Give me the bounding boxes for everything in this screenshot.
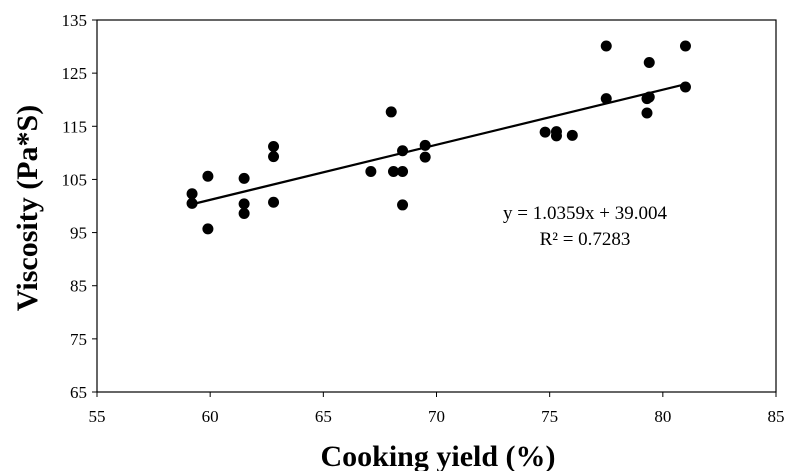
- y-tick-label: 65: [70, 383, 87, 402]
- data-point: [397, 145, 409, 157]
- plot-border: [96, 19, 777, 393]
- data-points: [186, 40, 691, 235]
- x-tick-label: 55: [89, 407, 106, 426]
- data-point: [186, 197, 198, 209]
- data-point: [397, 165, 409, 177]
- x-tick-label: 75: [541, 407, 558, 426]
- data-point: [385, 106, 397, 118]
- data-point: [679, 81, 691, 93]
- y-tick-label: 125: [62, 64, 88, 83]
- axis-ticks: 55 60 65 70 75 80 85 65 75 85 95 105 115 125 135: [62, 11, 785, 426]
- data-point: [550, 130, 562, 142]
- data-point: [643, 57, 655, 69]
- data-point: [397, 199, 409, 211]
- x-tick-label: 80: [654, 407, 671, 426]
- data-point: [202, 223, 214, 235]
- data-point: [365, 165, 377, 177]
- data-point: [600, 93, 612, 105]
- y-tick-label: 95: [70, 224, 87, 243]
- y-axis-title: Viscosity (Pa*S): [11, 105, 44, 311]
- data-point: [419, 151, 431, 163]
- x-tick-label: 60: [202, 407, 219, 426]
- plot-area: [96, 19, 777, 393]
- data-point: [268, 196, 280, 208]
- data-point: [419, 139, 431, 151]
- data-point: [387, 165, 399, 177]
- x-axis-title: Cooking yield (%): [320, 440, 555, 471]
- data-point: [268, 151, 280, 163]
- data-point: [566, 129, 578, 141]
- data-point: [643, 91, 655, 103]
- data-point: [641, 107, 653, 119]
- x-tick-label: 85: [768, 407, 785, 426]
- y-tick-label: 85: [70, 277, 87, 296]
- data-point: [600, 40, 612, 52]
- data-point: [186, 188, 198, 200]
- x-tick-label: 70: [428, 407, 445, 426]
- data-point: [238, 172, 250, 184]
- y-tick-label: 115: [62, 117, 87, 136]
- data-point: [268, 140, 280, 152]
- data-point: [238, 207, 250, 219]
- y-tick-label: 105: [62, 170, 88, 189]
- trendline-equation: y = 1.0359x + 39.004: [503, 203, 667, 224]
- x-tick-label: 65: [315, 407, 332, 426]
- data-point: [202, 170, 214, 182]
- trendline-r-squared: R² = 0.7283: [540, 229, 631, 250]
- trendline: [191, 83, 686, 206]
- y-tick-label: 135: [62, 11, 88, 30]
- y-tick-label: 75: [70, 330, 87, 349]
- data-point: [539, 126, 551, 138]
- data-point: [238, 198, 250, 210]
- trendline-layer: [191, 83, 686, 206]
- data-point: [679, 40, 691, 52]
